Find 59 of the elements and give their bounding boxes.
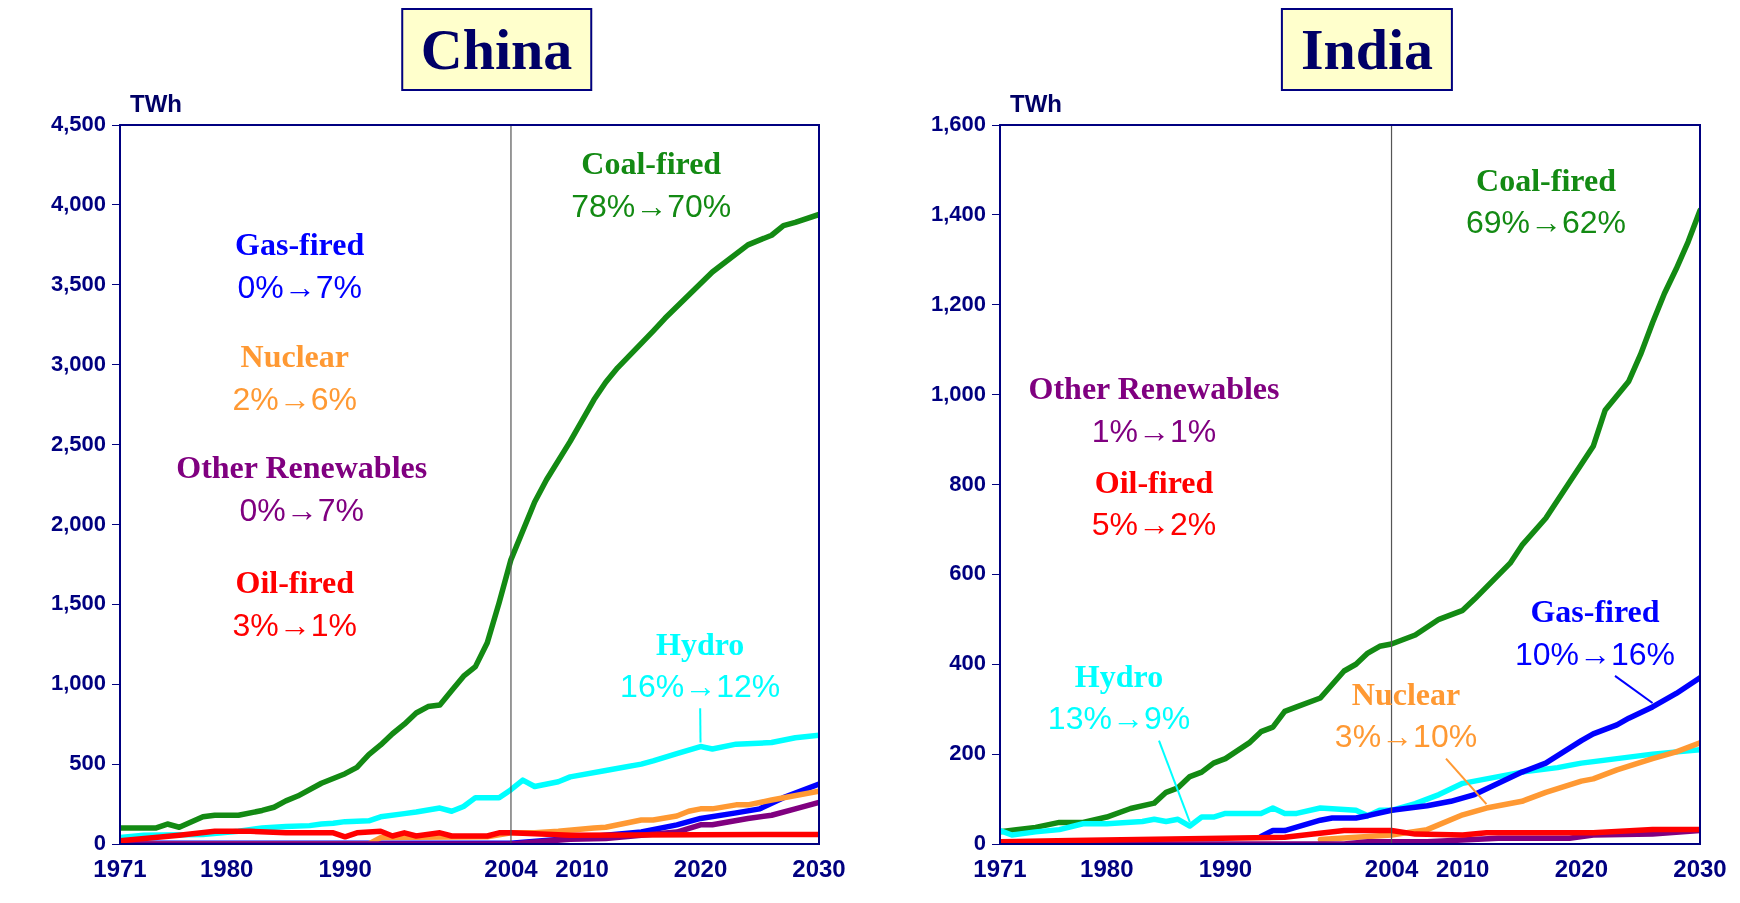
annotation: 13%→9%: [1047, 700, 1191, 737]
text: Other Renewables: [1028, 370, 1280, 407]
y-tick-label: 2,000: [50, 510, 106, 536]
y-tick-label: 200: [949, 740, 986, 766]
chart-title: China: [400, 8, 593, 91]
text: Hydro: [656, 625, 745, 662]
text: Coal-fired: [581, 145, 722, 182]
x-tick-label: 2010: [555, 855, 609, 883]
y-tick-label: 1,600: [930, 111, 986, 137]
annotation: 10%→16%: [1514, 635, 1676, 672]
y-tick-label: 3,500: [50, 270, 106, 296]
y-tick-label: 800: [949, 470, 986, 496]
y-tick-label: 600: [949, 560, 986, 586]
x-tick-label: 2010: [1436, 855, 1490, 883]
y-tick-label: 1,400: [930, 200, 986, 226]
y-tick-label: 500: [69, 750, 106, 776]
annotation: 69%→62%: [1465, 204, 1627, 241]
x-tick-label: 1990: [1198, 855, 1253, 883]
x-tick-label: 1971: [93, 855, 147, 883]
chart-title: India: [1280, 8, 1454, 91]
text: Oil-fired: [235, 564, 355, 601]
x-tick-label: 2020: [673, 855, 728, 883]
annotation: 1%→1%: [1091, 412, 1217, 449]
y-tick-label: 1,000: [930, 380, 986, 406]
text: Gas-fired: [235, 226, 365, 263]
series-label: Gas-fired: [1530, 593, 1660, 630]
y-tick-label: 400: [949, 650, 986, 676]
x-tick-label: 1980: [199, 855, 254, 883]
x-tick-label: 2004: [484, 855, 539, 883]
text: Nuclear: [240, 337, 349, 374]
text: Other Renewables: [176, 449, 428, 486]
x-tick-label: 2030: [1673, 855, 1727, 883]
y-tick-label: 4,000: [50, 190, 106, 216]
annotation: 0%→7%: [237, 269, 362, 306]
text: Hydro: [1074, 657, 1164, 694]
x-tick-label: 2004: [1364, 855, 1419, 883]
x-tick-label: 1990: [318, 855, 372, 883]
annotation: 2%→6%: [232, 380, 357, 417]
y-tick-label: 1,500: [50, 590, 106, 616]
annotation: 3%→1%: [232, 606, 357, 643]
text: Oil-fired: [1094, 463, 1214, 500]
annotation: 16%→12%: [620, 668, 781, 705]
x-tick-label: 1971: [973, 855, 1027, 883]
text: Coal-fired: [1476, 161, 1617, 198]
y-axis-title: TWh: [1010, 89, 1062, 117]
y-tick-label: 1,000: [50, 670, 106, 696]
y-tick-label: 1,200: [930, 290, 986, 316]
x-tick-label: 1980: [1080, 855, 1134, 883]
annotation: 0%→7%: [239, 491, 364, 528]
y-axis-title: TWh: [130, 89, 182, 117]
x-tick-label: 2020: [1554, 855, 1609, 883]
x-tick-label: 2030: [792, 855, 846, 883]
y-tick-label: 0: [973, 830, 986, 856]
y-tick-label: 2,500: [50, 430, 106, 456]
annotation: 5%→2%: [1091, 506, 1217, 543]
annotation: 78%→70%: [571, 187, 732, 224]
y-tick-label: 3,000: [50, 350, 106, 376]
y-tick-label: 4,500: [50, 111, 106, 137]
y-tick-label: 0: [93, 830, 106, 856]
